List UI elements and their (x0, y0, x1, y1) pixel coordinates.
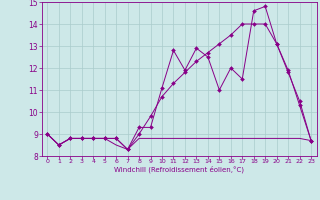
X-axis label: Windchill (Refroidissement éolien,°C): Windchill (Refroidissement éolien,°C) (114, 166, 244, 173)
